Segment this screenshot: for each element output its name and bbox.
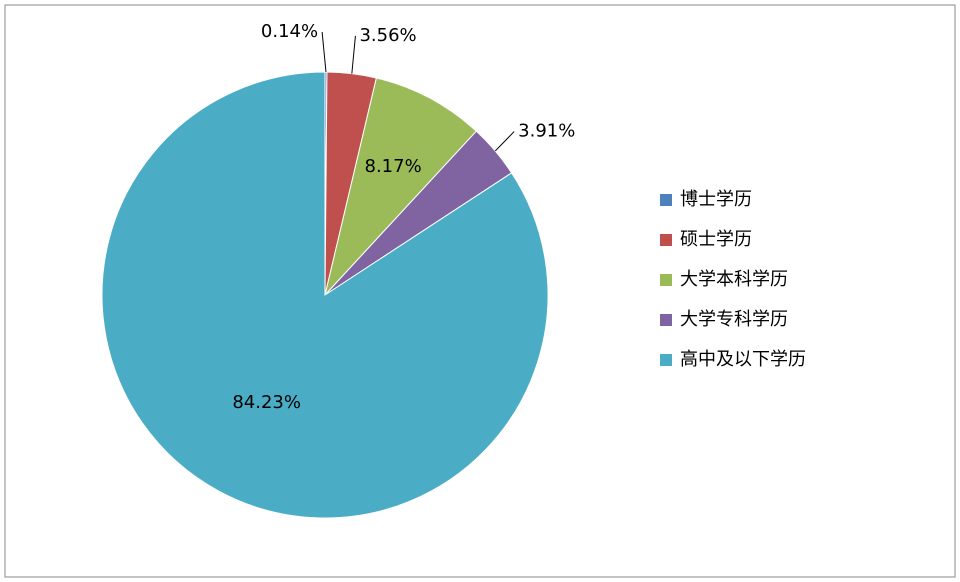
data-label: 3.56% bbox=[359, 25, 416, 46]
legend-label: 大学本科学历 bbox=[680, 269, 788, 290]
legend-swatch bbox=[660, 314, 672, 326]
legend-swatch bbox=[660, 274, 672, 286]
leader-line bbox=[494, 131, 515, 152]
data-label: 0.14% bbox=[261, 21, 318, 42]
data-label: 3.91% bbox=[518, 121, 575, 142]
legend-label: 硕士学历 bbox=[680, 229, 752, 250]
pie-slice bbox=[324, 77, 478, 297]
legend-swatch bbox=[660, 234, 672, 246]
legend-label: 高中及以下学历 bbox=[680, 349, 806, 370]
legend-swatch bbox=[660, 194, 672, 206]
leader-line bbox=[351, 35, 356, 74]
legend-swatch bbox=[660, 354, 672, 366]
leader-line bbox=[321, 31, 327, 73]
data-label: 8.17% bbox=[365, 156, 422, 177]
pie-slice bbox=[101, 71, 549, 519]
legend-label: 大学专科学历 bbox=[680, 309, 788, 330]
legend-label: 博士学历 bbox=[680, 189, 752, 210]
data-label: 84.23% bbox=[232, 392, 301, 413]
